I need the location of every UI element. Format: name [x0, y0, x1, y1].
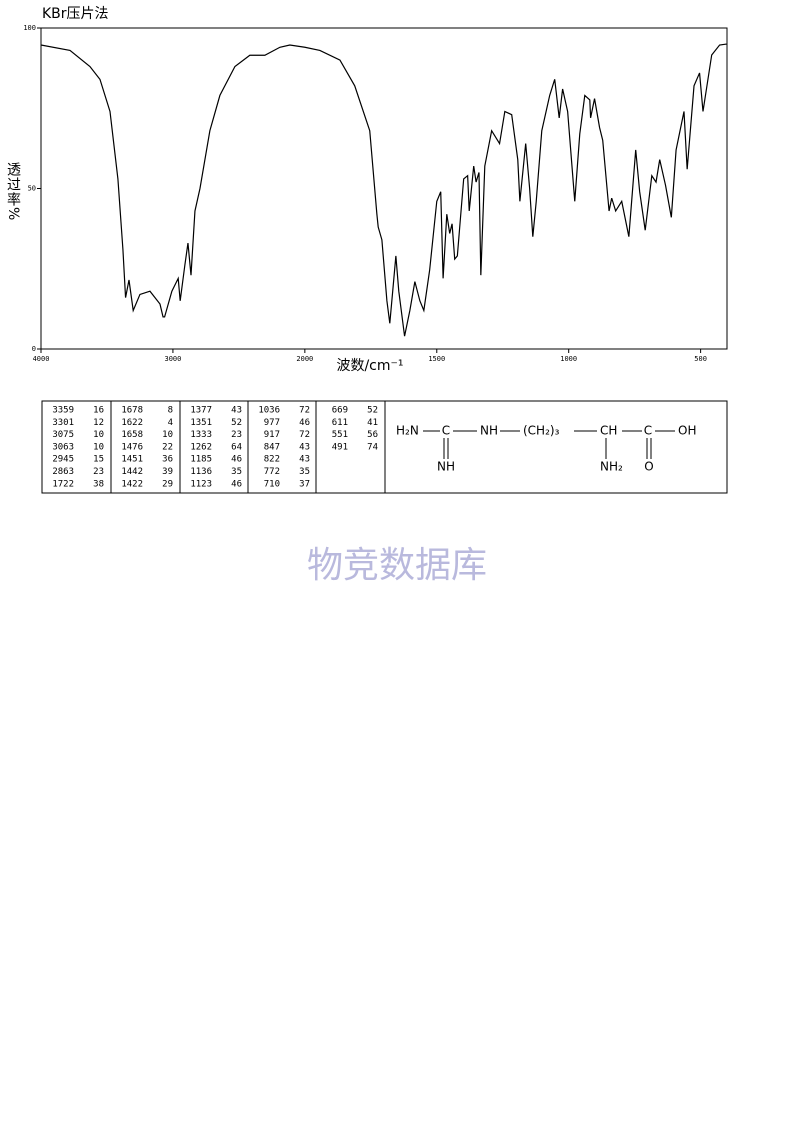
table-transmittance: 46: [231, 479, 242, 489]
x-tick-label: 1000: [560, 355, 577, 363]
x-tick-label: 4000: [33, 355, 50, 363]
table-wavenumber: 1658: [121, 430, 143, 440]
table-wavenumber: 491: [332, 442, 348, 452]
table-wavenumber: 917: [264, 430, 280, 440]
table-wavenumber: 1442: [121, 467, 143, 477]
table-transmittance: 10: [162, 430, 173, 440]
table-wavenumber: 1622: [121, 418, 143, 428]
table-transmittance: 23: [93, 467, 104, 477]
atom: CH: [600, 424, 617, 438]
table-wavenumber: 1123: [190, 479, 212, 489]
x-tick-label: 2000: [296, 355, 313, 363]
table-wavenumber: 669: [332, 406, 348, 416]
y-tick-label: 0: [32, 345, 36, 353]
table-wavenumber: 3359: [52, 406, 74, 416]
table-wavenumber: 1262: [190, 442, 212, 452]
table-wavenumber: 822: [264, 455, 280, 465]
table-transmittance: 46: [299, 418, 310, 428]
table-transmittance: 4: [168, 418, 173, 428]
table-transmittance: 23: [231, 430, 242, 440]
table-transmittance: 72: [299, 406, 310, 416]
table-transmittance: 74: [367, 442, 378, 452]
table-wavenumber: 1185: [190, 455, 212, 465]
atom: NH₂: [600, 460, 623, 474]
atom: NH: [437, 460, 455, 474]
table-wavenumber: 1036: [258, 406, 280, 416]
atom: OH: [678, 424, 696, 438]
table-transmittance: 36: [162, 455, 173, 465]
table-transmittance: 72: [299, 430, 310, 440]
table-transmittance: 43: [231, 406, 242, 416]
table-transmittance: 10: [93, 430, 104, 440]
y-axis-label: 透过率%: [5, 162, 21, 221]
table-transmittance: 52: [367, 406, 378, 416]
table-transmittance: 39: [162, 467, 173, 477]
atom: NH: [480, 424, 498, 438]
table-wavenumber: 611: [332, 418, 348, 428]
table-wavenumber: 1351: [190, 418, 212, 428]
spectrum-line: [40, 43, 727, 337]
table-transmittance: 56: [367, 430, 378, 440]
table-wavenumber: 1377: [190, 406, 212, 416]
atom: C: [644, 424, 652, 438]
table-transmittance: 46: [231, 455, 242, 465]
atom: (CH₂)₃: [523, 424, 560, 438]
table-wavenumber: 551: [332, 430, 348, 440]
table-wavenumber: 3063: [52, 442, 74, 452]
table-dividers: [110, 401, 386, 493]
table-transmittance: 15: [93, 455, 104, 465]
table-transmittance: 12: [93, 418, 104, 428]
table-transmittance: 8: [168, 406, 173, 416]
x-axis-label: 波数/cm⁻¹: [336, 358, 403, 374]
x-tick-label: 3000: [164, 355, 181, 363]
table-wavenumber: 1422: [121, 479, 143, 489]
table-wavenumber: 977: [264, 418, 280, 428]
atom: O: [644, 460, 653, 474]
table-wavenumber: 1136: [190, 467, 212, 477]
table-transmittance: 10: [93, 442, 104, 452]
table-wavenumber: 3301: [52, 418, 74, 428]
table-wavenumber: 1722: [52, 479, 74, 489]
table-wavenumber: 1333: [190, 430, 212, 440]
table-wavenumber: 1678: [121, 406, 143, 416]
table-transmittance: 43: [299, 442, 310, 452]
table-transmittance: 41: [367, 418, 378, 428]
table-transmittance: 22: [162, 442, 173, 452]
atom: C: [442, 424, 450, 438]
table-transmittance: 38: [93, 479, 104, 489]
table-transmittance: 37: [299, 479, 310, 489]
table-wavenumber: 2945: [52, 455, 74, 465]
table-wavenumber: 2863: [52, 467, 74, 477]
plot-frame: [40, 27, 728, 350]
x-tick-label: 500: [694, 355, 707, 363]
table-wavenumber: 710: [264, 479, 280, 489]
table-transmittance: 35: [231, 467, 242, 477]
table-transmittance: 64: [231, 442, 242, 452]
atom: H₂N: [396, 424, 419, 438]
x-tick-label: 1500: [428, 355, 445, 363]
table-wavenumber: 1451: [121, 455, 143, 465]
watermark: 物竞数据库: [307, 545, 487, 586]
table-wavenumber: 3075: [52, 430, 74, 440]
table-transmittance: 29: [162, 479, 173, 489]
table-wavenumber: 772: [264, 467, 280, 477]
table-wavenumber: 847: [264, 442, 280, 452]
table-transmittance: 43: [299, 455, 310, 465]
table-wavenumber: 1476: [121, 442, 143, 452]
table-transmittance: 52: [231, 418, 242, 428]
table-transmittance: 35: [299, 467, 310, 477]
y-tick-label: 50: [28, 185, 36, 193]
table-transmittance: 16: [93, 406, 104, 416]
y-tick-label: 100: [23, 24, 36, 32]
structure: H₂N C NH (CH₂)₃ CH C OH NH NH₂ O: [396, 424, 696, 474]
chart-title: KBr压片法: [42, 6, 109, 22]
